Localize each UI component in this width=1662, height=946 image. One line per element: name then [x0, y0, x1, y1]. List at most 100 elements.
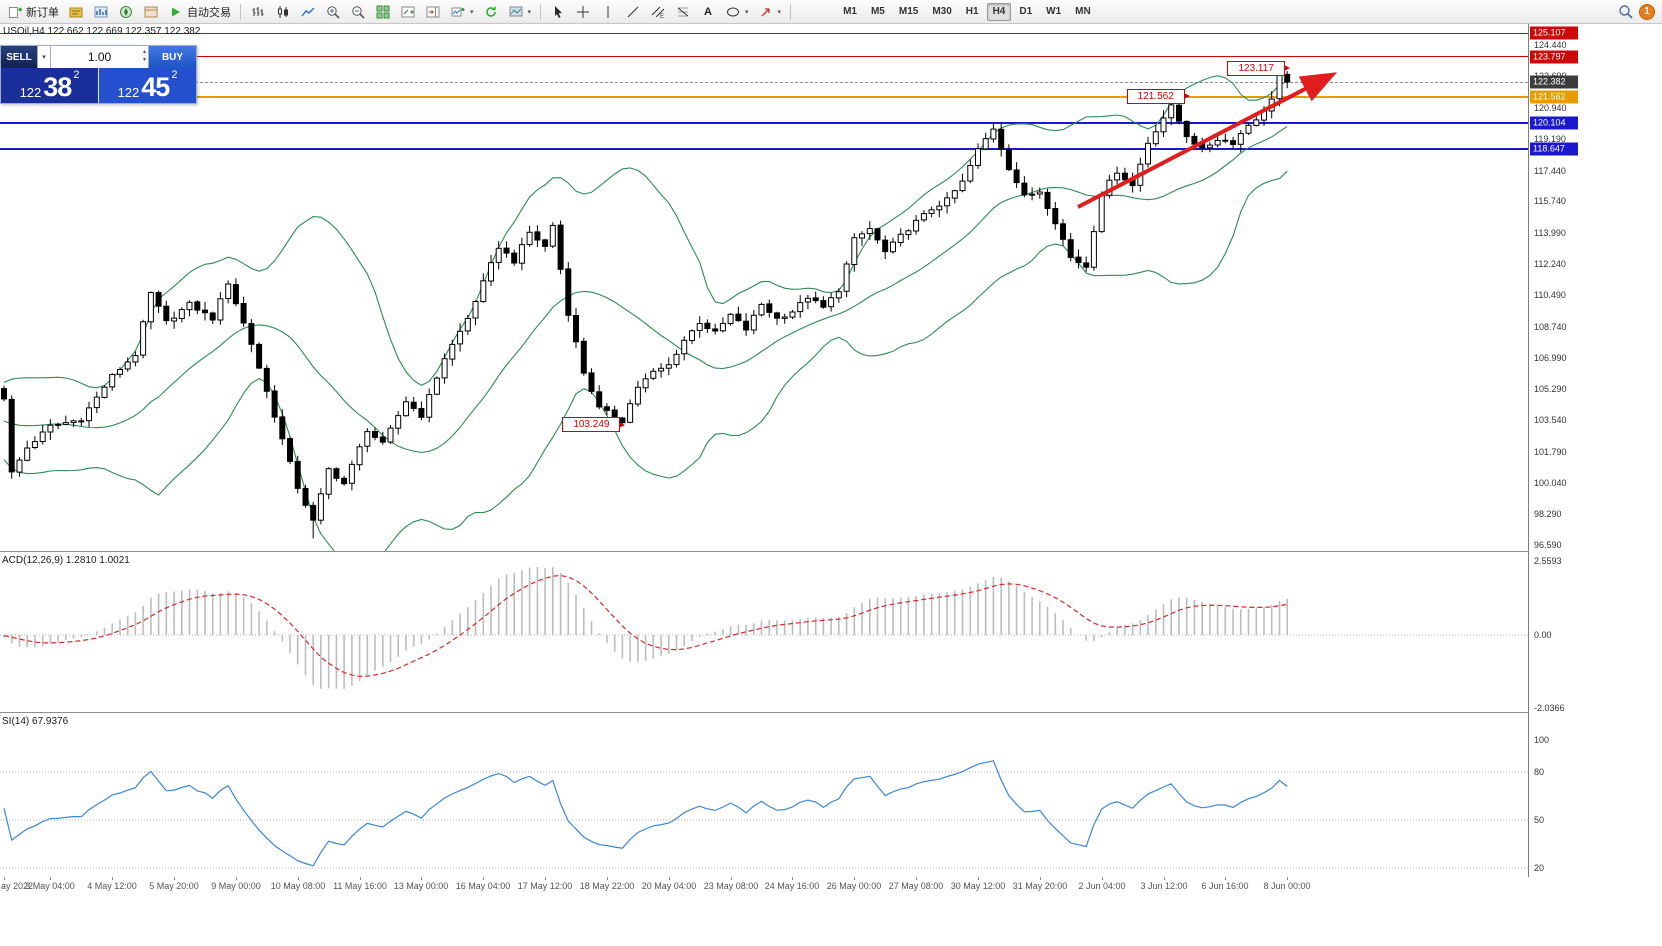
metaeditor-icon	[68, 4, 84, 19]
auto-trading-label: 自动交易	[187, 6, 231, 19]
time-axis-label: 30 May 12:00	[950, 881, 1006, 891]
horizontal-line-120.104[interactable]	[0, 121, 1528, 124]
navigator-button[interactable]	[114, 2, 138, 22]
stepper-up-icon[interactable]: ▴	[142, 49, 146, 55]
tab-timeframe-d1[interactable]: D1	[1013, 3, 1038, 21]
buy-button[interactable]: BUY	[148, 46, 196, 68]
notification-badge[interactable]: 1	[1639, 3, 1655, 20]
sell-price-sup: 2	[73, 69, 80, 81]
price-scale-label: 108.740	[1534, 321, 1567, 332]
horizontal-line-125.107[interactable]	[0, 32, 1528, 34]
tab-timeframe-mn[interactable]: MN	[1069, 3, 1097, 21]
bid-price-badge: 122.382	[1530, 75, 1578, 89]
candlestick-button[interactable]	[271, 2, 295, 22]
horizontal-line-118.647[interactable]	[0, 147, 1528, 150]
stepper-down-icon[interactable]: ▾	[142, 57, 146, 63]
sell-button[interactable]: SELL	[1, 46, 37, 68]
sell-price-int: 122	[19, 85, 42, 100]
fibonacci-button[interactable]	[671, 2, 695, 22]
chevron-down-icon: ▾	[470, 8, 474, 16]
crosshair-button[interactable]	[571, 2, 595, 22]
rsi-indicator-panel[interactable]	[0, 714, 1528, 877]
tab-timeframe-w1[interactable]: W1	[1040, 3, 1067, 21]
price-scale-label: 113.990	[1534, 227, 1566, 238]
auto-trading-button[interactable]: 自动交易	[164, 2, 235, 22]
time-axis-tick	[112, 877, 113, 880]
tab-timeframe-h4[interactable]: H4	[986, 2, 1012, 21]
time-axis-label: 23 May 08:00	[703, 881, 759, 891]
buy-price-display[interactable]: 122 45 2	[98, 68, 196, 103]
tab-timeframe-m5[interactable]: M5	[865, 3, 891, 21]
bar-chart-icon	[250, 4, 266, 19]
tab-timeframe-m30[interactable]: M30	[926, 3, 957, 21]
search-icon[interactable]	[1617, 4, 1633, 19]
time-axis-tick	[174, 877, 175, 880]
rsi-scale-label: 50	[1534, 815, 1545, 825]
new-order-icon	[7, 4, 23, 19]
panel-separator[interactable]	[0, 712, 1662, 713]
panel-separator[interactable]	[0, 551, 1662, 552]
time-axis-label: 26 May 00:00	[826, 881, 882, 891]
chart-shift-button[interactable]	[421, 2, 445, 22]
time-axis-label: 31 May 20:00	[1012, 881, 1068, 891]
time-axis-label: 5 May 20:00	[149, 881, 199, 891]
metaeditor-button[interactable]	[64, 2, 88, 22]
timeframe-group: M1 M5 M15 M30 H1 H4 D1 W1 MN	[837, 2, 1097, 21]
price-annotation[interactable]: 121.562	[1126, 88, 1190, 104]
price-scale-label: 124.440	[1534, 40, 1567, 50]
tab-timeframe-h1[interactable]: H1	[960, 3, 985, 21]
templates-button[interactable]: ▾	[504, 2, 536, 22]
time-axis-label: 9 May 00:00	[211, 881, 261, 891]
price-annotation[interactable]: 123.117	[1227, 60, 1291, 76]
tile-windows-button[interactable]	[371, 2, 395, 22]
bid-price-line	[0, 81, 1528, 83]
shapes-button[interactable]: ▾	[721, 2, 753, 22]
time-axis-tick	[854, 877, 855, 880]
price-scale-label: 101.790	[1534, 446, 1567, 457]
vertical-line-button[interactable]	[596, 2, 620, 22]
cursor-button[interactable]	[546, 2, 570, 22]
new-order-button[interactable]: 新订单	[3, 2, 63, 22]
volume-input[interactable]: 1.00 ▴ ▾	[51, 46, 148, 68]
time-axis-tick	[1225, 877, 1226, 880]
symbol-info: USOil,H4 122.662 122.669 122.357 122.382	[3, 26, 201, 37]
market-watch-button[interactable]	[89, 2, 113, 22]
time-axis-tick	[731, 877, 732, 880]
horizontal-line-121.562[interactable]	[0, 95, 1528, 98]
arrows-button[interactable]: ▾	[754, 2, 786, 22]
trendline-button[interactable]	[621, 2, 645, 22]
candlestick-chart[interactable]	[0, 24, 1528, 551]
time-axis-label: 6 Jun 16:00	[1201, 881, 1249, 891]
time-axis-label: 20 May 04:00	[641, 881, 697, 891]
crosshair-icon	[575, 4, 591, 19]
auto-scroll-button[interactable]	[396, 2, 420, 22]
volume-stepper[interactable]: ▴ ▾	[143, 48, 146, 64]
market-watch-icon	[93, 4, 109, 19]
tab-timeframe-m15[interactable]: M15	[893, 3, 924, 21]
volume-dropdown[interactable]: ▾	[37, 46, 51, 68]
time-axis-tick	[545, 877, 546, 880]
text-button[interactable]: A	[696, 2, 720, 22]
bar-chart-button[interactable]	[246, 2, 270, 22]
sell-price-display[interactable]: 122 38 2	[1, 68, 98, 103]
price-scale-label: 120.940	[1534, 102, 1567, 113]
equidistant-channel-button[interactable]: E	[646, 2, 670, 22]
vertical-line-icon	[600, 4, 616, 19]
terminal-button[interactable]	[139, 2, 163, 22]
new-order-label: 新订单	[26, 6, 59, 19]
refresh-button[interactable]	[479, 2, 503, 22]
time-axis-label: 8 Jun 00:00	[1263, 881, 1311, 891]
time-axis-label: 11 May 16:00	[333, 881, 387, 891]
time-axis-tick	[978, 877, 979, 880]
macd-indicator-panel[interactable]	[0, 553, 1528, 712]
tab-timeframe-m1[interactable]: M1	[837, 3, 863, 21]
price-annotation[interactable]: 103.249	[562, 417, 626, 433]
horizontal-line-123.797[interactable]	[0, 56, 1528, 58]
zoom-in-button[interactable]	[321, 2, 345, 22]
new-chart-button[interactable]: ▾	[446, 2, 478, 22]
zoom-out-button[interactable]	[346, 2, 370, 22]
price-badge: 123.797	[1530, 50, 1578, 64]
price-axis[interactable]: 124.440122.690120.940119.190117.440115.7…	[1528, 24, 1662, 877]
line-chart-button[interactable]	[296, 2, 320, 22]
time-axis[interactable]: ay 2022 3 May 04:00 4 May 12:00 5 May 20:00…	[0, 877, 1662, 897]
